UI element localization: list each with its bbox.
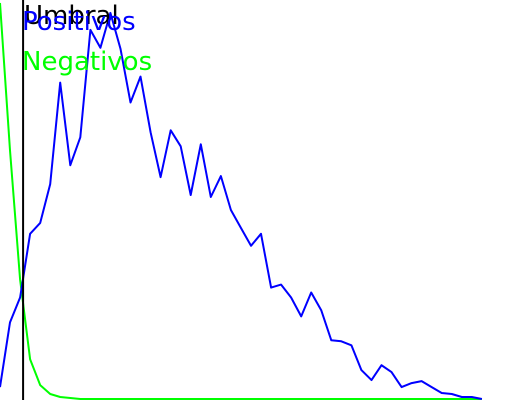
series-line-negativos: [0, 2, 482, 400]
series-layer: [0, 2, 483, 400]
threshold-label: Umbral: [24, 1, 119, 31]
series-line-positivos: [0, 11, 483, 400]
legend-positivos: Positivos: [22, 7, 136, 37]
legend-negativos: Negativos: [22, 47, 152, 77]
